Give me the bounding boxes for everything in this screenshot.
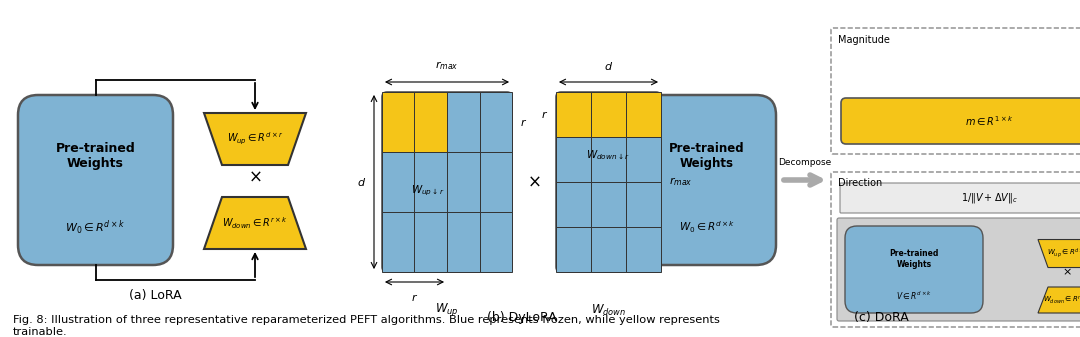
Text: $r$: $r$: [541, 109, 548, 120]
Text: $r_{max}$: $r_{max}$: [435, 59, 459, 72]
FancyBboxPatch shape: [18, 95, 173, 265]
Text: $r$: $r$: [519, 117, 527, 127]
FancyBboxPatch shape: [840, 183, 1080, 213]
Bar: [591, 182, 626, 227]
Polygon shape: [1038, 240, 1080, 268]
FancyBboxPatch shape: [837, 218, 1080, 321]
Bar: [556, 92, 591, 137]
Bar: [480, 212, 512, 272]
Text: $r$: $r$: [410, 292, 418, 303]
Bar: [626, 92, 661, 137]
Bar: [591, 137, 626, 182]
Bar: [415, 212, 447, 272]
Text: $V \in R^{d \times k}$: $V \in R^{d \times k}$: [896, 289, 932, 302]
Bar: [626, 227, 661, 272]
Text: (b) DyLoRA: (b) DyLoRA: [487, 310, 556, 324]
Text: $W_{down} \in R^{r \times k}$: $W_{down} \in R^{r \times k}$: [222, 215, 287, 231]
Text: $m \in R^{1 \times k}$: $m \in R^{1 \times k}$: [964, 114, 1013, 128]
Text: (a) LoRA: (a) LoRA: [129, 288, 181, 302]
FancyBboxPatch shape: [841, 98, 1080, 144]
Bar: [626, 182, 661, 227]
Polygon shape: [204, 113, 306, 165]
Bar: [447, 212, 480, 272]
Text: $d$: $d$: [356, 176, 366, 188]
Text: $\times$: $\times$: [527, 173, 541, 191]
Polygon shape: [1038, 287, 1080, 313]
Bar: [591, 92, 626, 137]
Text: Pre-trained
Weights: Pre-trained Weights: [56, 142, 135, 170]
Text: $W_{up\downarrow r}$: $W_{up\downarrow r}$: [410, 184, 444, 198]
Bar: [480, 92, 512, 152]
Text: $\times$: $\times$: [248, 168, 261, 186]
Text: Pre-trained
Weights: Pre-trained Weights: [670, 142, 745, 170]
Bar: [382, 92, 415, 152]
Text: Pre-trained
Weights: Pre-trained Weights: [889, 249, 939, 269]
Text: Fig. 8: Illustration of three representative reparameterized PEFT algorithms. Bl: Fig. 8: Illustration of three representa…: [13, 315, 720, 337]
Bar: [382, 152, 415, 212]
Bar: [556, 182, 591, 227]
Polygon shape: [204, 197, 306, 249]
Text: Decompose: Decompose: [779, 158, 832, 167]
Text: $W_{up}$: $W_{up}$: [435, 302, 459, 318]
Text: $\times$: $\times$: [1062, 267, 1071, 278]
Bar: [415, 92, 447, 152]
Text: (c) DoRA: (c) DoRA: [854, 310, 909, 324]
Text: $W_0 \in R^{d \times k}$: $W_0 \in R^{d \times k}$: [66, 218, 125, 237]
Text: $r_{max}$: $r_{max}$: [669, 176, 692, 188]
Text: Magnitude: Magnitude: [838, 35, 890, 45]
Text: Direction: Direction: [838, 178, 882, 188]
Bar: [556, 227, 591, 272]
Text: $W_{up} \in R^{d \times r}$: $W_{up} \in R^{d \times r}$: [1047, 247, 1080, 261]
Bar: [382, 212, 415, 272]
Bar: [591, 227, 626, 272]
Text: $d$: $d$: [604, 60, 613, 72]
FancyBboxPatch shape: [556, 92, 661, 272]
FancyBboxPatch shape: [638, 95, 777, 265]
Bar: [415, 152, 447, 212]
Text: $W_{down} \in R^{r \times k}$: $W_{down} \in R^{r \times k}$: [1043, 294, 1080, 306]
Text: $W_{down}$: $W_{down}$: [591, 302, 626, 317]
Bar: [556, 137, 591, 182]
Bar: [447, 152, 480, 212]
Bar: [480, 152, 512, 212]
Text: $W_{down\downarrow r}$: $W_{down\downarrow r}$: [586, 148, 631, 161]
Text: $W_{up} \in R^{d \times r}$: $W_{up} \in R^{d \times r}$: [227, 131, 283, 147]
FancyBboxPatch shape: [845, 226, 983, 313]
Text: $W_0 \in R^{d \times k}$: $W_0 \in R^{d \times k}$: [679, 220, 735, 236]
Bar: [626, 137, 661, 182]
Bar: [447, 92, 480, 152]
FancyBboxPatch shape: [382, 92, 512, 272]
Text: $1/\|V+\Delta V\|_c$: $1/\|V+\Delta V\|_c$: [960, 191, 1017, 205]
